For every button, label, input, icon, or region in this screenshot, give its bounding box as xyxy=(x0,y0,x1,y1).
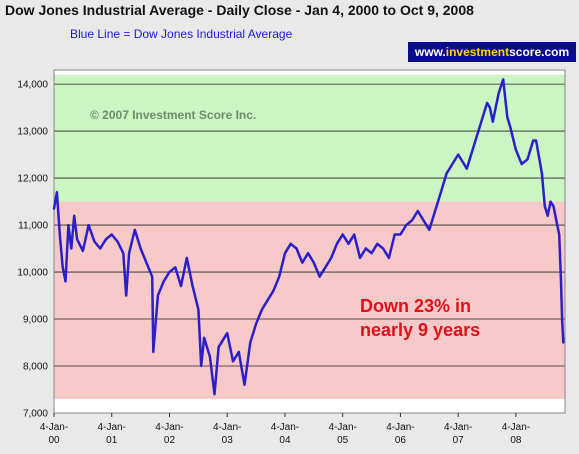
x-tick-label-line1: 4-Jan- xyxy=(386,422,414,433)
dow-series-line xyxy=(52,78,565,396)
y-tick-label: 7,000 xyxy=(23,409,48,420)
x-tick-label-line1: 4-Jan- xyxy=(502,422,530,433)
chart-subtitle: Blue Line = Dow Jones Industrial Average xyxy=(70,27,293,41)
annotation-line1: Down 23% in xyxy=(360,296,471,316)
x-tick-label-line2: 08 xyxy=(510,435,522,446)
background-bands xyxy=(54,70,565,413)
chart-title: Dow Jones Industrial Average - Daily Clo… xyxy=(5,2,474,18)
x-tick-label-line1: 4-Jan- xyxy=(213,422,241,433)
band-0 xyxy=(54,74,565,202)
x-tick-label-line2: 01 xyxy=(106,435,118,446)
y-tick-label: 10,000 xyxy=(17,268,48,279)
x-tick-label-line2: 06 xyxy=(395,435,407,446)
brand-prefix: www. xyxy=(414,45,446,59)
brand-banner: www.investmentscore.com xyxy=(408,42,576,62)
x-tick-label-line2: 07 xyxy=(453,435,465,446)
x-tick-label-line1: 4-Jan- xyxy=(271,422,299,433)
watermark: © 2007 Investment Score Inc. xyxy=(90,108,256,122)
plot-area-border xyxy=(53,69,566,414)
y-tick-label: 13,000 xyxy=(17,127,48,138)
grid-lines xyxy=(54,83,565,414)
x-tick-label-line1: 4-Jan- xyxy=(329,422,357,433)
x-tick-label-line2: 00 xyxy=(48,435,60,446)
y-tick-label: 14,000 xyxy=(17,80,48,91)
x-tick-label-line1: 4-Jan- xyxy=(98,422,126,433)
x-tick-label-line2: 05 xyxy=(337,435,349,446)
x-tick-label-line1: 4-Jan- xyxy=(40,422,68,433)
x-tick-label-line2: 03 xyxy=(222,435,234,446)
annotation-line2: nearly 9 years xyxy=(360,320,480,340)
x-tick-label-line2: 04 xyxy=(279,435,291,446)
y-tick-label: 11,000 xyxy=(18,221,48,232)
band-1 xyxy=(54,201,565,399)
x-axis-ticks: 4-Jan- 00 4-Jan- 01 4-Jan- 02 4-Jan- 03 4-Jan- 04… xyxy=(40,413,530,446)
x-tick-label-line1: 4-Jan- xyxy=(155,422,183,433)
brand-suffix: score.com xyxy=(509,45,570,59)
y-tick-label: 9,000 xyxy=(23,315,48,326)
y-axis-ticks: 7,000 8,000 9,000 10,000 11,000 12,000 13,000 1… xyxy=(17,80,48,420)
x-tick-label-line2: 02 xyxy=(164,435,176,446)
brand-highlight: investment xyxy=(445,45,510,59)
x-tick-label-line1: 4-Jan- xyxy=(444,422,472,433)
y-tick-label: 12,000 xyxy=(17,174,48,185)
y-tick-label: 8,000 xyxy=(23,362,48,373)
